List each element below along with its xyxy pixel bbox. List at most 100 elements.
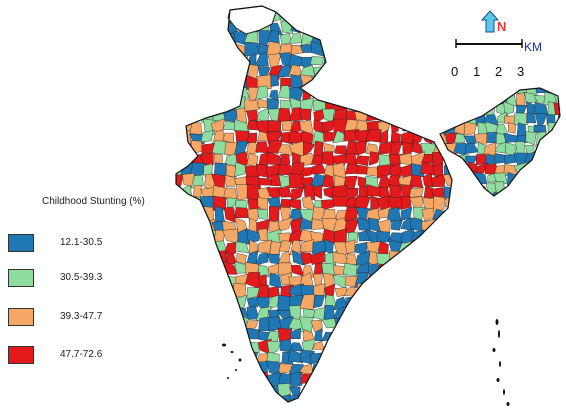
district-cell — [213, 55, 225, 68]
district-cell — [233, 43, 246, 54]
district-cell — [244, 398, 261, 402]
district-cell — [234, 261, 250, 274]
district-cell — [456, 43, 469, 56]
district-cell — [310, 85, 325, 100]
district-cell — [457, 101, 467, 116]
district-cell — [179, 22, 193, 34]
district-cell — [456, 265, 468, 275]
district-cell — [421, 305, 437, 322]
district-cell — [244, 385, 259, 396]
district-cell — [534, 151, 549, 167]
island-shape — [499, 361, 501, 367]
district-cell — [444, 91, 456, 105]
legend-swatch — [8, 346, 34, 364]
district-cell — [356, 10, 370, 25]
district-cell — [398, 85, 414, 101]
district-cell — [310, 381, 325, 399]
district-cell — [447, 113, 457, 126]
district-cell — [213, 408, 227, 418]
district-cell — [467, 182, 478, 195]
district-cell — [388, 361, 402, 376]
district-cell — [312, 184, 323, 199]
district-cell — [369, 308, 380, 320]
district-cell — [434, 65, 447, 79]
district-cell — [277, 107, 293, 124]
district-cell — [377, 384, 390, 399]
district-cell — [365, 286, 382, 300]
district-cell — [388, 109, 404, 123]
district-cell — [312, 6, 327, 10]
district-cell — [464, 155, 479, 164]
district-cell — [289, 8, 301, 23]
district-cell — [454, 133, 465, 144]
district-cell — [310, 250, 325, 265]
district-cell — [525, 163, 536, 175]
district-cell — [391, 384, 404, 397]
district-cell — [256, 284, 270, 300]
island-territories — [222, 319, 510, 406]
district-cell — [345, 30, 356, 46]
district-cell — [388, 285, 404, 299]
district-cell — [258, 239, 272, 255]
district-cell — [409, 35, 422, 47]
district-cell — [215, 9, 228, 25]
district-cell — [292, 408, 302, 418]
district-cell — [433, 349, 446, 362]
district-cell — [176, 31, 184, 47]
district-cell — [212, 387, 225, 394]
district-cell — [456, 305, 470, 321]
district-cell — [178, 96, 195, 112]
district-cell — [444, 196, 452, 208]
district-cell — [413, 349, 426, 363]
district-cell — [332, 9, 349, 21]
district-cell — [366, 318, 381, 331]
district-cell — [222, 228, 239, 244]
district-cell — [189, 272, 205, 287]
district-cell — [189, 385, 204, 399]
district-cell — [457, 218, 469, 232]
district-cell — [433, 195, 446, 212]
district-cell — [200, 130, 214, 143]
district-cell — [226, 41, 235, 56]
district-cell — [182, 195, 195, 210]
district-cell — [493, 191, 509, 196]
district-cell — [234, 119, 250, 132]
district-cell — [431, 11, 445, 25]
district-cell — [443, 10, 452, 21]
district-cell — [176, 274, 183, 286]
district-cell — [345, 350, 358, 364]
district-cell — [176, 283, 182, 300]
district-cell — [191, 55, 204, 69]
district-cell — [201, 64, 215, 79]
district-cell — [377, 241, 389, 255]
district-cell — [444, 285, 452, 300]
district-cell — [321, 76, 337, 91]
district-cell — [516, 92, 525, 107]
district-cell — [424, 406, 432, 419]
district-cell — [402, 98, 415, 111]
district-cell — [456, 197, 467, 210]
district-cell — [533, 124, 547, 133]
district-cell — [411, 251, 425, 264]
district-cell — [322, 352, 338, 364]
district-cell — [201, 284, 214, 297]
district-cell — [225, 153, 238, 167]
district-cell — [554, 124, 560, 134]
district-cell — [180, 251, 192, 266]
district-cell — [409, 174, 424, 188]
district-cell — [376, 275, 390, 286]
district-cell — [235, 184, 250, 201]
district-cell — [178, 206, 195, 221]
district-cell — [379, 316, 390, 333]
legend-swatch — [8, 269, 34, 287]
district-cell — [412, 307, 422, 319]
district-cell — [190, 338, 206, 355]
district-cell — [322, 120, 335, 135]
district-cell — [420, 74, 434, 91]
district-cell — [400, 286, 414, 299]
district-cell — [176, 229, 181, 244]
district-cell — [257, 405, 271, 419]
district-cell — [335, 372, 347, 384]
district-cell — [233, 327, 249, 343]
district-cell — [387, 319, 404, 333]
